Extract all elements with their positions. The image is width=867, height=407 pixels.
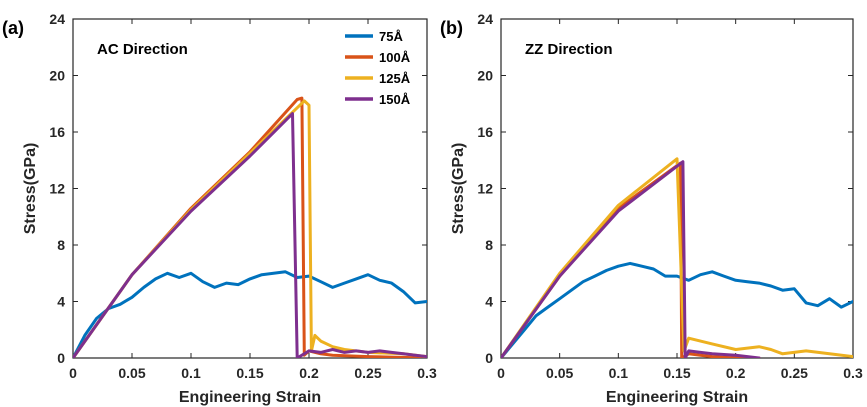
series-group <box>501 157 853 358</box>
panel-label: (b) <box>440 18 463 38</box>
axes-frame <box>72 18 428 359</box>
x-tick-label: 0.3 <box>843 365 863 381</box>
y-tick-label: 0 <box>57 350 65 366</box>
legend-label: 150Å <box>379 92 411 107</box>
x-tick-label: 0.2 <box>299 365 319 381</box>
x-axis-label: Engineering Strain <box>179 389 321 406</box>
y-axis-label: Stress(GPa) <box>450 143 467 235</box>
series-line-150A <box>501 160 761 358</box>
x-tick-label: 0.05 <box>118 365 145 381</box>
x-tick-label: 0.25 <box>781 365 808 381</box>
x-tick-label: 0.3 <box>417 365 437 381</box>
y-tick-label: 4 <box>57 294 65 310</box>
y-tick-label: 0 <box>485 350 493 366</box>
x-tick-label: 0 <box>497 365 505 381</box>
series-line-75A <box>73 270 427 358</box>
direction-annotation: ZZ Direction <box>525 41 613 58</box>
x-tick-label: 0.1 <box>181 365 201 381</box>
series-line-75A <box>501 261 853 358</box>
legend-label: 75Å <box>379 29 403 44</box>
direction-annotation: AC Direction <box>97 41 188 58</box>
series-line-125A <box>73 99 427 358</box>
legend: 75Å 100Å 125Å 150Å <box>345 29 411 107</box>
x-tick-label: 0.15 <box>663 365 690 381</box>
x-tick-label: 0.1 <box>609 365 629 381</box>
series-line-100A <box>501 161 761 358</box>
series-line-125A <box>501 157 853 358</box>
x-tick-label: 0.05 <box>546 365 573 381</box>
y-tick-label: 24 <box>49 11 65 27</box>
legend-label: 125Å <box>379 71 411 86</box>
panel-a: 0 0.05 0.1 0.15 0.2 0.25 0.3 0 4 8 12 16 20 24 Enginee… <box>2 11 437 406</box>
x-tick-label: 0.15 <box>236 365 263 381</box>
y-tick-label: 12 <box>49 181 65 197</box>
y-axis-label: Stress(GPa) <box>22 143 39 235</box>
y-tick-label: 8 <box>485 237 493 253</box>
series-group <box>73 96 427 358</box>
x-tick-label: 0 <box>69 365 77 381</box>
y-tick-label: 20 <box>477 68 493 84</box>
panel-label: (a) <box>2 18 24 38</box>
x-axis-label: Engineering Strain <box>606 389 748 406</box>
panel-b: 0 0.05 0.1 0.15 0.2 0.25 0.3 0 4 8 12 16 20 24 Enginee… <box>440 11 863 406</box>
series-line-150A <box>73 112 427 358</box>
y-tick-label: 16 <box>49 124 65 140</box>
x-tick-label: 0.2 <box>726 365 746 381</box>
series-line-100A <box>73 96 427 358</box>
y-tick-label: 12 <box>477 181 493 197</box>
y-tick-label: 8 <box>57 237 65 253</box>
x-tick-label: 0.25 <box>354 365 381 381</box>
y-tick-label: 24 <box>477 11 493 27</box>
legend-label: 100Å <box>379 50 411 65</box>
y-tick-label: 20 <box>49 68 65 84</box>
y-tick-label: 4 <box>485 294 493 310</box>
y-tick-label: 16 <box>477 124 493 140</box>
